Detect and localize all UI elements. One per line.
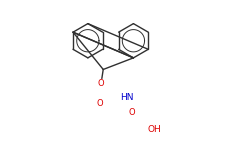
Text: O: O [98, 79, 104, 88]
Text: O: O [128, 108, 135, 117]
Text: HN: HN [120, 93, 134, 102]
Text: O: O [97, 99, 103, 108]
Text: OH: OH [148, 125, 162, 134]
